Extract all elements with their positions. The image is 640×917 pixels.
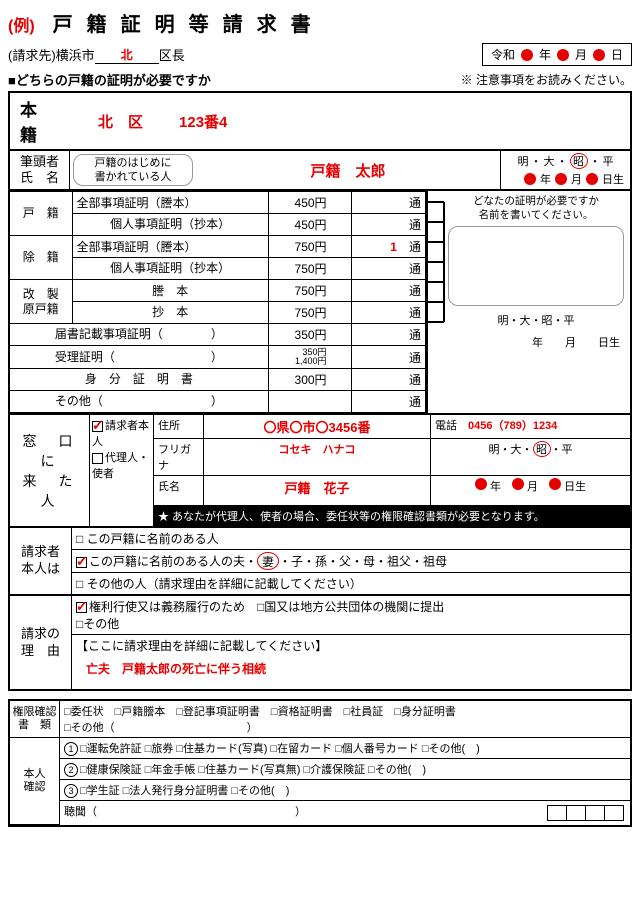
id-row-hearing[interactable]: 聴聞（ ） <box>60 801 630 825</box>
reason-text: 亡夫 戸籍太郎の死亡に伴う相続 <box>76 654 626 687</box>
era-label: 令和 <box>491 46 515 63</box>
arrow-icon <box>426 194 446 326</box>
reqwho-opt1[interactable]: □ この戸籍に名前のある人 <box>72 528 630 550</box>
honseki-addr[interactable]: 123番4 <box>179 111 227 132</box>
cert-row: 身 分 証 明 書300円通 <box>10 369 426 391</box>
addr-value[interactable]: 〇県〇市〇3456番 <box>204 415 430 438</box>
request-to-suffix: 区長 <box>159 45 185 64</box>
hittousha-hint: 戸籍のはじめに 書かれている人 <box>73 154 193 186</box>
cert-row: 改 製 原戸籍謄 本750円通 <box>10 280 426 302</box>
checkbox-reason[interactable] <box>76 602 87 613</box>
requester-is-section: 請求者 本人は □ この戸籍に名前のある人 この戸籍に名前のある人の夫・妻・子・… <box>10 528 630 596</box>
right-era: 明・大・昭・平 <box>446 312 626 328</box>
reqwho-opt3[interactable]: □ その他の人（請求理由を詳細に記載してください） <box>72 573 630 594</box>
prompt-notice: ※ 注意事項をお読みください。 <box>461 71 632 88</box>
addr-label: 住所 <box>154 415 204 438</box>
checkbox-relation[interactable] <box>76 557 87 568</box>
id-row-1[interactable]: 1□運転免許証 □旅券 □住基カード(写真) □在留カード □個人番号カード □… <box>60 738 630 759</box>
visitor-era[interactable]: 明・大・昭・平 <box>430 439 630 475</box>
certs-section: 戸 籍全部事項証明（謄本）450円通 個人事項証明（抄本）450円通 除 籍全部… <box>10 191 630 415</box>
reason-detail[interactable]: 【ここに請求理由を詳細に記載してください】 亡夫 戸籍太郎の死亡に伴う相続 <box>72 635 630 689</box>
id-row-3[interactable]: 3□学生証 □法人発行身分証明書 □その他( ) <box>60 780 630 801</box>
furigana-value[interactable]: コセキ ハナコ <box>204 439 430 475</box>
visitor-name[interactable]: 戸籍 花子 <box>204 476 430 505</box>
cert-row: 除 籍全部事項証明（謄本）750円1 通 <box>10 236 426 258</box>
checkbox-self[interactable] <box>92 421 103 432</box>
auth-docs-label: 権限確認 書 類 <box>10 701 60 737</box>
honseki-label: 本籍 <box>10 96 98 146</box>
right-ymd: 年 月 日生 <box>446 334 626 350</box>
cert-row: 戸 籍全部事項証明（謄本）450円通 <box>10 192 426 214</box>
relation-selected: 妻 <box>257 552 279 570</box>
request-ward-input[interactable]: 北 <box>95 46 159 64</box>
requester-is-label: 請求者 本人は <box>10 528 72 594</box>
example-marker: (例) <box>8 12 35 36</box>
hittousha-section: 筆頭者 氏 名 戸籍のはじめに 書かれている人 戸籍 太郎 明・ 大・ 昭・ 平… <box>10 151 630 191</box>
honseki-section: 本籍 北 区 123番4 <box>10 93 630 151</box>
window-role-checks[interactable]: 請求者本人 代理人・使者 <box>90 415 154 526</box>
red-dot <box>593 49 605 61</box>
id-confirm-label: 本人 確認 <box>10 738 60 825</box>
request-to-label: (請求先)横浜市 <box>8 45 95 64</box>
hittousha-dob[interactable]: 明・ 大・ 昭・ 平 年 月 日生 <box>500 151 630 189</box>
cert-row: 届書記載事項証明（ ）350円通 <box>10 324 426 346</box>
cert-row: その他（ ）通 <box>10 391 426 413</box>
cert-row: 受理証明（ ）350円 1,400円通 <box>10 346 426 369</box>
era-selected: 昭 <box>570 153 588 169</box>
cert-row: 抄 本750円通 <box>10 302 426 324</box>
era-selected: 昭 <box>533 441 551 457</box>
cert-row: 個人事項証明（抄本）450円通 <box>10 214 426 236</box>
checkbox-agent[interactable] <box>92 453 103 464</box>
hittousha-label: 筆頭者 氏 名 <box>10 151 70 189</box>
reason-label: 請求の 理 由 <box>10 596 72 689</box>
tally-boxes <box>546 803 626 823</box>
header-row: (請求先)横浜市 北 区長 令和 年 月 日 <box>8 43 632 66</box>
auth-docs-opts[interactable]: □委任状 □戸籍謄本 □登記事項証明書 □資格証明書 □社員証 □身分証明書 □… <box>60 701 630 737</box>
red-dot <box>557 49 569 61</box>
prompt-which: ■どちらの戸籍の証明が必要ですか <box>8 70 211 89</box>
title-row: (例) 戸籍証明等請求書 <box>8 8 632 37</box>
name-label: 氏名 <box>154 476 204 505</box>
id-row-2[interactable]: 2□健康保険証 □年金手帳 □住基カード(写真無) □介護保険証 □その他( ) <box>60 759 630 780</box>
reason-section: 請求の 理 由 権利行使又は義務履行のため □国又は地方公共団体の機関に提出 □… <box>10 596 630 691</box>
cert-row: 個人事項証明（抄本）750円通 <box>10 258 426 280</box>
form-title: 戸籍証明等請求書 <box>53 8 325 37</box>
form-body: 本籍 北 区 123番4 筆頭者 氏 名 戸籍のはじめに 書かれている人 戸籍 … <box>8 91 632 691</box>
red-dot <box>521 49 533 61</box>
phone-cell[interactable]: 電話 0456（789）1234 <box>430 415 630 438</box>
visitor-dob[interactable]: 年 月 日生 <box>430 476 630 505</box>
right-prompt: どなたの証明が必要ですか 名前を書いてください。 <box>446 195 626 222</box>
agent-warning: ★ あなたが代理人、使者の場合、委任状等の権限確認書類が必要となります。 <box>154 506 630 526</box>
certs-right-panel: どなたの証明が必要ですか 名前を書いてください。 明・大・昭・平 年 月 日生 <box>428 191 630 413</box>
date-box[interactable]: 令和 年 月 日 <box>482 43 632 66</box>
furigana-label: フリガナ <box>154 439 204 475</box>
reqwho-opt2[interactable]: この戸籍に名前のある人の夫・妻・子・孫・父・母・祖父・祖母 <box>72 550 630 573</box>
honseki-ward[interactable]: 北 区 <box>98 111 143 132</box>
certs-table: 戸 籍全部事項証明（謄本）450円通 個人事項証明（抄本）450円通 除 籍全部… <box>10 191 426 413</box>
hittousha-name[interactable]: 戸籍 太郎 <box>196 151 500 189</box>
window-person-section: 窓 口 に 来 た 人 請求者本人 代理人・使者 住所 〇県〇市〇3456番 電… <box>10 415 630 528</box>
name-write-box[interactable] <box>448 226 624 306</box>
window-label: 窓 口 に 来 た 人 <box>10 415 90 526</box>
prompt-row: ■どちらの戸籍の証明が必要ですか ※ 注意事項をお読みください。 <box>8 70 632 89</box>
reason-opts[interactable]: 権利行使又は義務履行のため □国又は地方公共団体の機関に提出 □その他 <box>72 596 630 635</box>
auth-section: 権限確認 書 類 □委任状 □戸籍謄本 □登記事項証明書 □資格証明書 □社員証… <box>8 699 632 827</box>
